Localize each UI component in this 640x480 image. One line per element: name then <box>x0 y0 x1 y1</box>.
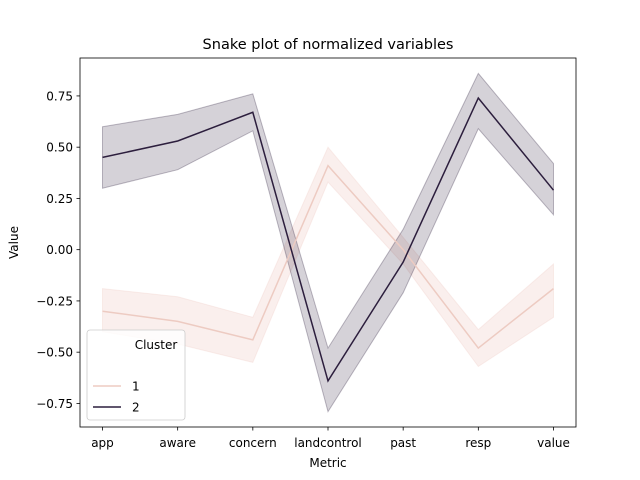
series-lines <box>102 96 555 383</box>
x-axis-label: Metric <box>309 456 346 470</box>
legend-label-cluster-1: 1 <box>132 380 140 394</box>
x-tick-label: app <box>91 436 114 450</box>
y-axis-label: Value <box>7 226 21 259</box>
y-tick-label: 0.75 <box>46 89 73 103</box>
ci-band-cluster-2 <box>102 72 554 413</box>
y-tick-label: −0.50 <box>36 346 73 360</box>
line-cluster-1 <box>102 164 554 350</box>
y-tick-label: 0.25 <box>46 192 73 206</box>
chart-title: Snake plot of normalized variables <box>203 37 454 53</box>
legend-box <box>86 329 186 421</box>
legend-title: Cluster <box>135 338 178 352</box>
x-tick-label: landcontrol <box>294 436 362 450</box>
x-tick-label: value <box>537 436 570 450</box>
x-tick-label: past <box>390 436 416 450</box>
legend-label-cluster-2: 2 <box>132 401 140 415</box>
y-tick-label: 0.00 <box>46 243 73 257</box>
ci-band-cluster-1 <box>102 146 554 368</box>
legend: Cluster 1 2 <box>86 329 186 421</box>
x-tick-label: aware <box>159 436 196 450</box>
y-axis-ticks: −0.75 −0.50 −0.25 0.00 0.25 0.50 0.75 <box>36 89 80 411</box>
line-cluster-2 <box>102 96 555 383</box>
y-tick-label: 0.50 <box>46 141 73 155</box>
confidence-bands <box>102 72 554 413</box>
x-tick-label: concern <box>229 436 277 450</box>
y-tick-label: −0.75 <box>36 397 73 411</box>
x-tick-label: resp <box>465 436 491 450</box>
y-tick-label: −0.25 <box>36 294 73 308</box>
x-axis-ticks: app aware concern landcontrol past resp value <box>91 427 570 450</box>
